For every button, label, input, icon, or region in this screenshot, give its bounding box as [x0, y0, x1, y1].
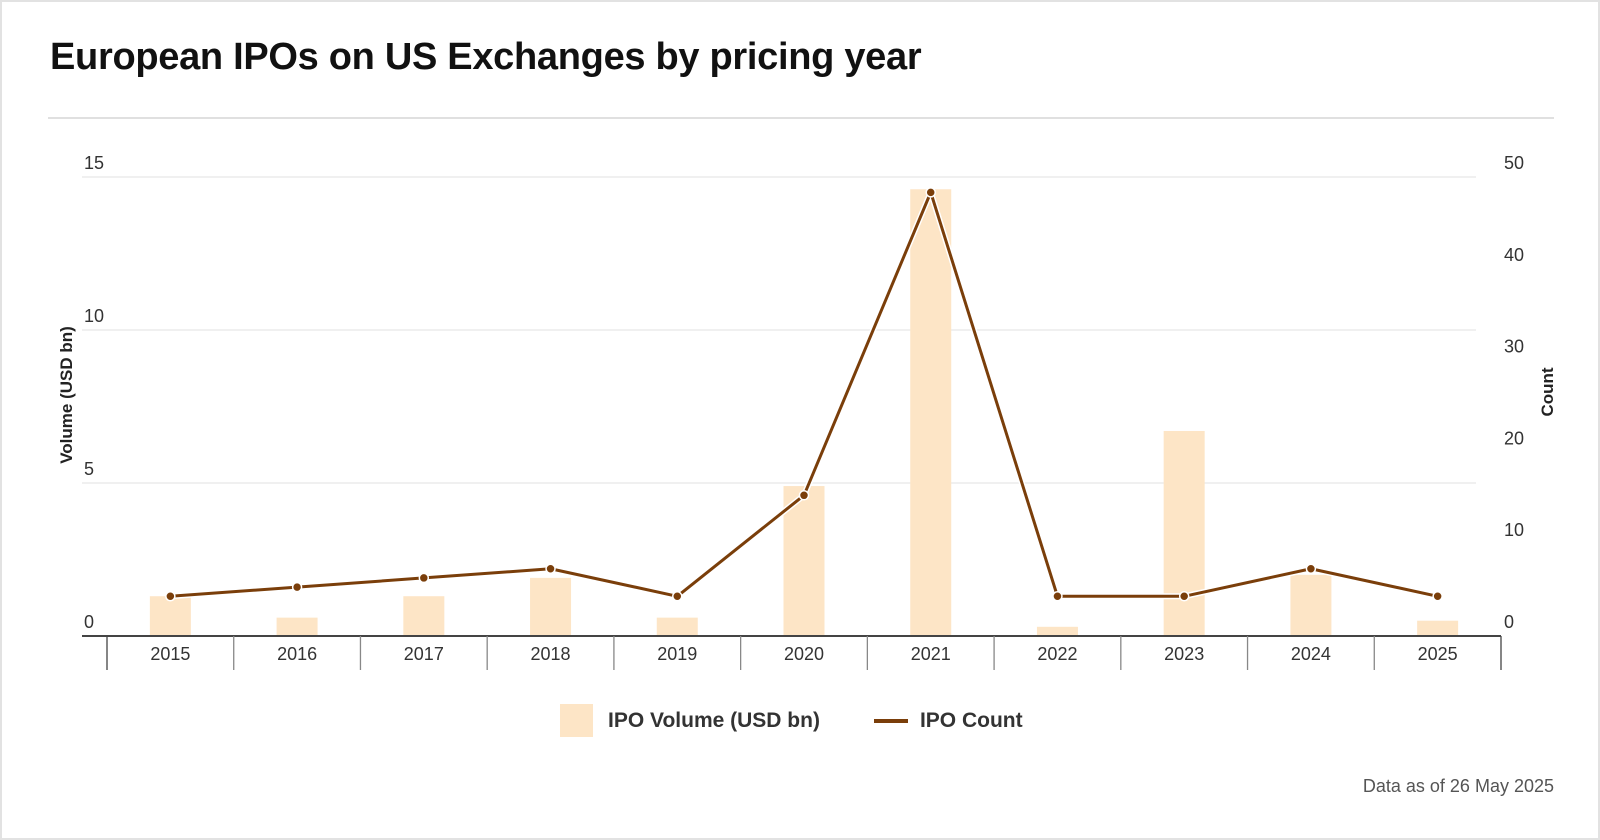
bar-2017: [403, 596, 445, 636]
bar-2023: [1163, 430, 1205, 636]
y-tick-left: 10: [84, 306, 104, 326]
data-date-note: Data as of 26 May 2025: [1362, 776, 1554, 796]
x-tick-label: 2025: [1418, 644, 1458, 664]
count-point-2017: [418, 572, 430, 584]
y-tick-left: 15: [84, 153, 104, 173]
x-tick-label: 2024: [1291, 644, 1331, 664]
x-tick-label: 2020: [784, 644, 824, 664]
x-tick-label: 2016: [277, 644, 317, 664]
count-point-2019: [672, 591, 683, 602]
y-axis-right: 0 10 20 30 40 50: [1504, 153, 1524, 632]
chart-title: European IPOs on US Exchanges by pricing…: [50, 36, 922, 78]
x-tick-label: 2021: [911, 644, 951, 664]
legend-item-volume[interactable]: IPO Volume (USD bn): [560, 704, 820, 737]
bars-layer: [149, 189, 1459, 637]
y-tick-left: 0: [84, 612, 94, 632]
count-point-2021: [925, 187, 936, 198]
x-tick-label: 2018: [531, 644, 571, 664]
legend-swatch-line: [873, 718, 908, 723]
bar-2021: [910, 189, 952, 637]
legend: IPO Volume (USD bn) IPO Count: [560, 704, 1077, 737]
count-point-2020: [798, 490, 810, 501]
count-point-2025: [1432, 591, 1443, 602]
y-tick-right: 40: [1504, 245, 1524, 265]
bar-2018: [530, 577, 572, 636]
y-tick-right: 10: [1504, 520, 1524, 540]
y-axis-left: 0 5 10 15: [84, 153, 104, 632]
bar-2020: [783, 486, 825, 636]
y-axis-right-title: Count: [1538, 367, 1557, 416]
count-point-2024: [1305, 563, 1317, 574]
y-tick-right: 30: [1504, 337, 1524, 357]
y-axis-left-title: Volume (USD bn): [57, 326, 76, 464]
count-point-2016: [291, 581, 303, 593]
legend-label-count: IPO Count: [919, 708, 1023, 732]
x-tick-label: 2022: [1037, 644, 1077, 664]
line-layer: [165, 187, 1443, 602]
count-point-2018: [545, 563, 556, 574]
y-tick-right: 50: [1504, 153, 1524, 173]
bar-2022: [1036, 626, 1078, 636]
title-divider: [48, 117, 1554, 119]
bar-2016: [276, 617, 318, 636]
count-point-2022: [1052, 591, 1063, 602]
x-tick-label: 2015: [150, 644, 190, 664]
legend-label-volume: IPO Volume (USD bn): [608, 708, 820, 732]
x-tick-label: 2019: [657, 644, 697, 664]
count-point-2015: [165, 591, 176, 602]
y-tick-right: 20: [1504, 428, 1524, 448]
count-point-2023: [1178, 591, 1190, 602]
bar-2019: [656, 617, 698, 636]
bar-2025: [1417, 620, 1459, 636]
bar-2015: [149, 596, 191, 636]
legend-swatch-bar: [560, 704, 593, 737]
x-tick-label: 2023: [1164, 644, 1204, 664]
x-tick-label: 2017: [404, 644, 444, 664]
x-axis: 2015 2016 2017 2018 2019 2020 2021 2022 2023 2024…: [82, 635, 1502, 670]
gridlines: [82, 176, 1476, 484]
bar-2024: [1290, 574, 1332, 636]
y-tick-right: 0: [1504, 612, 1514, 632]
legend-item-count[interactable]: IPO Count: [873, 708, 1023, 733]
y-tick-left: 5: [84, 459, 94, 479]
